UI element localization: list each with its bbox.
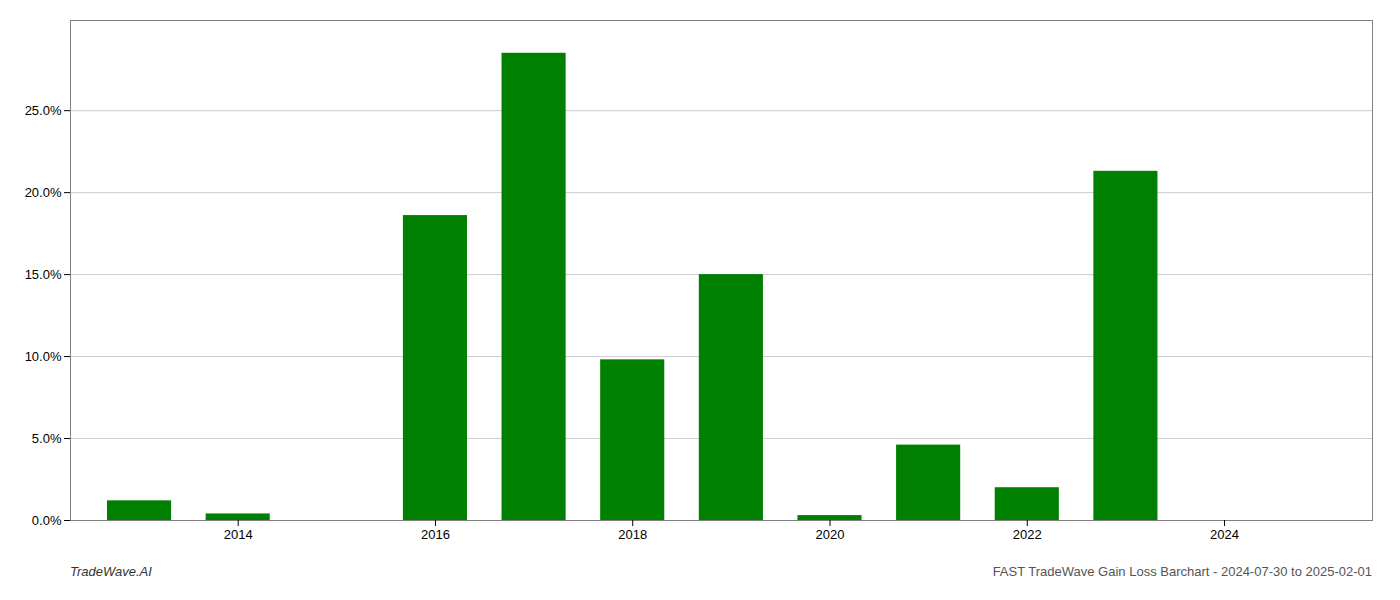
- svg-text:2022: 2022: [1013, 527, 1042, 542]
- svg-text:2014: 2014: [224, 527, 253, 542]
- svg-text:2016: 2016: [421, 527, 450, 542]
- html-text:TradeWave.AI: TradeWave.AI: [70, 564, 152, 579]
- html-text:FAST TradeWave Gain Loss Barch: FAST TradeWave Gain Loss Barchart - 2024…: [992, 564, 1372, 579]
- svg-text:25.0%: 25.0%: [25, 103, 62, 118]
- svg-text:20.0%: 20.0%: [25, 185, 62, 200]
- svg-text:10.0%: 10.0%: [25, 349, 62, 364]
- svg-text:5.0%: 5.0%: [32, 431, 62, 446]
- svg-text:2018: 2018: [618, 527, 647, 542]
- svg-text:2020: 2020: [816, 527, 845, 542]
- svg-text:15.0%: 15.0%: [25, 267, 62, 282]
- svg-text:2024: 2024: [1210, 527, 1239, 542]
- svg-text:0.0%: 0.0%: [32, 513, 62, 528]
